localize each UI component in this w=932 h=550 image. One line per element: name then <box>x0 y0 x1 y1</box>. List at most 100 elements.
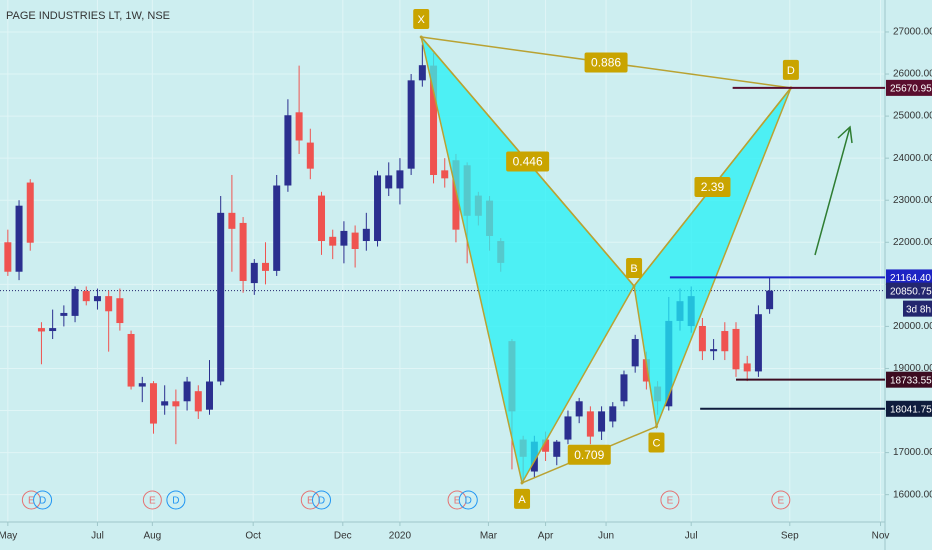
ratio-label: 0.709 <box>574 448 604 462</box>
last-price-tag <box>886 282 932 299</box>
level-label: 21164.40 <box>890 273 931 284</box>
point-label: A <box>518 494 526 506</box>
candle-body <box>374 175 382 242</box>
event-label: E <box>149 496 156 507</box>
level-tag <box>886 269 932 286</box>
event-label: D <box>172 496 179 507</box>
candle-body <box>564 416 572 440</box>
candle-body <box>172 401 180 407</box>
candle-body <box>228 212 236 229</box>
x-tick-label: May <box>0 531 17 542</box>
x-tick-label: Dec <box>334 531 352 542</box>
ratio-label: 0.886 <box>591 56 621 70</box>
candle-body <box>609 406 617 422</box>
candle-body <box>721 331 729 352</box>
x-tick-label: Sep <box>781 531 799 542</box>
candle-body <box>407 80 415 169</box>
candle-body <box>105 296 113 312</box>
candle-body <box>575 401 583 417</box>
candle-body <box>205 381 213 410</box>
candle-body <box>396 170 404 189</box>
chart-title: PAGE INDUSTRIES LT, 1W, NSE <box>6 10 170 22</box>
event-marker <box>21 490 41 510</box>
candle-body <box>318 195 326 242</box>
level-tag <box>886 371 932 388</box>
event-marker <box>166 490 186 510</box>
candle-body <box>49 328 57 332</box>
candle-body <box>194 391 202 412</box>
candle-body <box>385 175 393 189</box>
point-box <box>626 258 643 279</box>
candle-body <box>441 170 449 179</box>
y-tick-label: 27000.00 <box>893 27 932 38</box>
event-label: D <box>318 496 325 507</box>
x-tick-label: 2020 <box>389 531 412 542</box>
point-label: B <box>630 263 637 275</box>
pattern-point <box>632 284 636 288</box>
level-tag <box>886 400 932 417</box>
candle-body <box>217 212 225 382</box>
level-label: 18041.75 <box>890 404 932 415</box>
candle-body <box>452 160 460 230</box>
candle-body <box>418 65 426 81</box>
candle-body <box>149 383 157 424</box>
pattern-point <box>419 35 423 39</box>
candle-body <box>273 185 281 271</box>
event-marker <box>458 490 478 510</box>
candle-body <box>642 359 650 382</box>
candle-body <box>766 290 774 310</box>
level-tag <box>886 79 932 96</box>
event-label: D <box>39 496 46 507</box>
ratio-box <box>567 444 611 465</box>
candle-body <box>329 236 337 246</box>
pattern-point <box>654 425 658 429</box>
y-tick-label: 17000.00 <box>893 447 932 458</box>
x-tick-label: Jun <box>598 531 614 542</box>
candle-body <box>362 228 370 242</box>
event-marker <box>33 490 53 510</box>
y-tick-label: 19000.00 <box>893 363 932 374</box>
level-label: 25670.95 <box>890 84 932 95</box>
candle-body <box>295 112 303 141</box>
ratio-label: 0.446 <box>513 155 543 169</box>
event-marker <box>771 490 791 510</box>
candle-body <box>340 230 348 246</box>
candle-body <box>698 325 706 352</box>
candle-body <box>306 142 314 169</box>
candle-body <box>430 65 438 175</box>
candle-body <box>4 242 12 272</box>
countdown-label: 3d 8h <box>906 304 931 315</box>
y-tick-label: 24000.00 <box>893 153 932 164</box>
point-label: C <box>652 437 660 449</box>
event-label: E <box>28 496 35 507</box>
candle-body <box>15 205 23 272</box>
ratio-box <box>694 176 731 197</box>
x-tick-label: Nov <box>872 531 890 542</box>
candle-body <box>542 439 550 452</box>
event-marker <box>142 490 162 510</box>
event-label: E <box>454 496 461 507</box>
event-label: D <box>465 496 472 507</box>
y-tick-label: 20000.00 <box>893 321 932 332</box>
candle-body <box>183 381 191 402</box>
candle-body <box>553 441 561 457</box>
y-tick-label: 16000.00 <box>893 489 932 500</box>
event-marker <box>447 490 467 510</box>
event-marker <box>660 490 680 510</box>
candle-body <box>161 401 169 406</box>
candle-body <box>262 262 269 271</box>
pattern-point <box>520 481 524 485</box>
y-tick-label: 22000.00 <box>893 237 932 248</box>
last-price-label: 20850.75 <box>890 286 932 297</box>
candle-body <box>710 349 718 352</box>
projection-arrow <box>814 125 853 256</box>
candle-body <box>37 328 45 332</box>
event-label: E <box>777 496 784 507</box>
event-label: E <box>307 496 314 507</box>
candle-body <box>598 411 606 432</box>
candle-body <box>127 333 135 387</box>
event-label: E <box>667 496 674 507</box>
candle-body <box>138 383 146 387</box>
point-box <box>648 432 665 453</box>
